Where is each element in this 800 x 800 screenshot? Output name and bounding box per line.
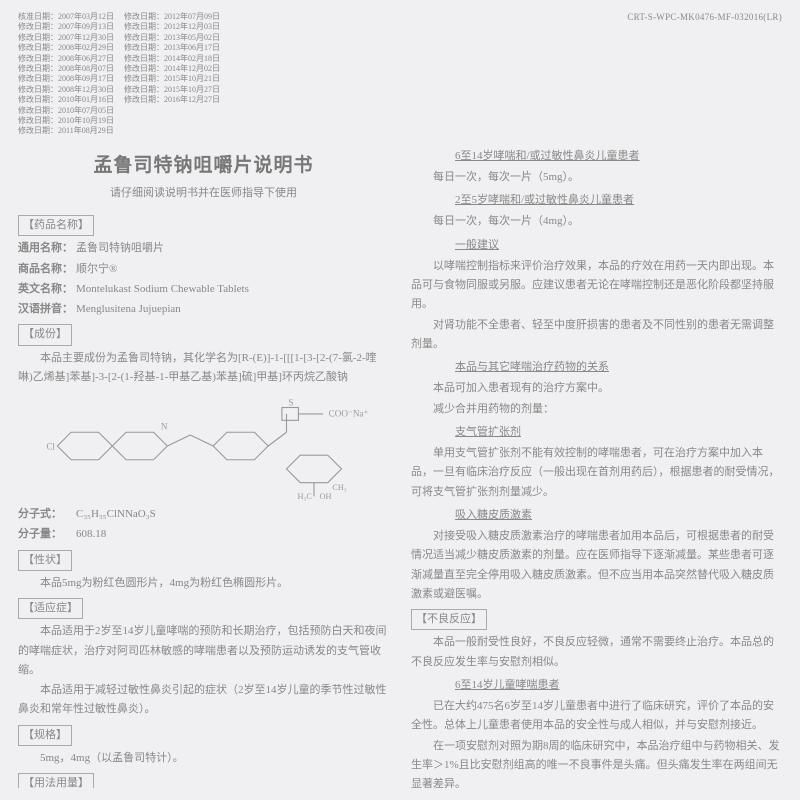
composition-text: 本品主要成份为孟鲁司特钠，其化学名为[R-(E)]-1-[[[1-[3-[2-(… (18, 349, 389, 388)
revision-date: 修改日期：2014年12月02日 (124, 64, 220, 74)
section-adr: 【不良反应】 (411, 609, 487, 630)
revision-date: 修改日期：2010年01月16日 (18, 95, 114, 105)
english-name: Montelukast Sodium Chewable Tablets (76, 280, 249, 299)
molecular-weight: 608.18 (76, 525, 106, 544)
svg-text:N: N (160, 422, 167, 432)
svg-text:S: S (288, 398, 293, 408)
revision-date: 修改日期：2015年10月21日 (124, 74, 220, 84)
revision-date: 修改日期：2010年10月19日 (18, 116, 114, 126)
revision-date: 修改日期：2007年12月30日 (18, 33, 114, 43)
section-usage: 【用法用量】 (18, 773, 94, 788)
svg-text:H₃C: H₃C (297, 492, 312, 501)
heading-age6: 6至14岁儿童哮喘患者 (433, 676, 560, 695)
sub-title: 请仔细阅读说明书并在医师指导下使用 (18, 184, 389, 203)
heading-ics: 吸入糖皮质激素 (433, 506, 532, 525)
dose-6-14: 每日一次，每次一片（5mg）。 (411, 168, 782, 187)
revision-date: 修改日期：2008年06月27日 (18, 54, 114, 64)
bronchodilator-p: 单用支气管扩张剂不能有效控制的哮喘患者，可在治疗方案中加入本品，一旦有临床治疗反… (411, 444, 782, 502)
section-drug-name: 【药品名称】 (18, 215, 94, 236)
relation-p2: 减少合并用药物的剂量： (411, 400, 782, 419)
document-code: CRT-S-WPC-MK0476-MF-032016(LR) (627, 12, 782, 137)
revision-date: 修改日期：2013年05月02日 (124, 33, 220, 43)
english-name-label: 英文名称： (18, 280, 76, 299)
ics-p: 对接受吸入糖皮质激素治疗的哮喘患者加用本品后，可根据患者的耐受情况适当减少糖皮质… (411, 527, 782, 604)
revision-date: 修改日期：2008年09月17日 (18, 74, 114, 84)
revision-date: 修改日期：2013年06月17日 (124, 43, 220, 53)
relation-p1: 本品可加入患者现有的治疗方案中。 (411, 379, 782, 398)
revision-date: 修改日期：2007年09月13日 (18, 22, 114, 32)
revision-date: 核准日期：2007年03月12日 (18, 12, 114, 22)
heading-relation: 本品与其它哮喘治疗药物的关系 (433, 358, 609, 377)
pinyin-name: Menglusitena Jujuepian (76, 300, 181, 319)
character-text: 本品5mg为粉红色圆形片，4mg为粉红色椭圆形片。 (18, 574, 389, 593)
revision-date: 修改日期：2010年07月05日 (18, 106, 114, 116)
pinyin-label: 汉语拼音： (18, 300, 76, 319)
indication-p2: 本品适用于减轻过敏性鼻炎引起的症状（2岁至14岁儿童的季节性过敏性鼻炎和常年性过… (18, 681, 389, 720)
generic-name: 孟鲁司特钠咀嚼片 (76, 239, 164, 258)
header-row: 核准日期：2007年03月12日修改日期：2007年09月13日修改日期：200… (18, 12, 782, 137)
revision-date: 修改日期：2011年08月29日 (18, 126, 114, 136)
chemical-structure: Cl N S COO⁻Na⁺ OH H₃C CH₃ (18, 391, 389, 501)
adr-p1: 本品一般耐受性良好，不良反应轻微，通常不需要终止治疗。本品总的不良反应发生率与安… (411, 633, 782, 672)
revision-date: 修改日期：2014年02月18日 (124, 54, 220, 64)
dose-2-5: 每日一次，每次一片（4mg）。 (411, 212, 782, 231)
brand-name: 顺尔宁® (76, 260, 117, 279)
revision-date: 修改日期：2012年07月09日 (124, 12, 220, 22)
two-column-body: 孟鲁司特钠咀嚼片说明书 请仔细阅读说明书并在医师指导下使用 【药品名称】 通用名… (18, 143, 782, 788)
revision-date: 修改日期：2016年12月27日 (124, 95, 220, 105)
main-title: 孟鲁司特钠咀嚼片说明书 (18, 149, 389, 182)
age6-p2: 在一项安慰剂对照为期8周的临床研究中，本品治疗组中与药物相关、发生率＞1%且比安… (411, 737, 782, 788)
brand-name-label: 商品名称： (18, 260, 76, 279)
indication-p1: 本品适用于2岁至14岁儿童哮喘的预防和长期治疗，包括预防白天和夜间的哮喘症状，治… (18, 622, 389, 680)
section-spec: 【规格】 (18, 725, 72, 746)
general-p2: 对肾功能不全患者、轻至中度肝损害的患者及不同性别的患者无需调整剂量。 (411, 316, 782, 355)
section-character: 【性状】 (18, 550, 72, 571)
molecular-formula: C₃₅H₃₅ClNNaO₃S (76, 505, 156, 524)
spec-text: 5mg，4mg（以孟鲁司特计）。 (18, 749, 389, 768)
revision-dates: 核准日期：2007年03月12日修改日期：2007年09月13日修改日期：200… (18, 12, 220, 137)
svg-text:COO⁻Na⁺: COO⁻Na⁺ (328, 409, 368, 419)
revision-date: 修改日期：2008年08月07日 (18, 64, 114, 74)
svg-text:OH: OH (319, 492, 331, 501)
mf-label: 分子式： (18, 505, 76, 524)
section-composition: 【成份】 (18, 324, 72, 345)
revision-date: 修改日期：2008年12月30日 (18, 85, 114, 95)
heading-2-5: 2至5岁哮喘和/或过敏性鼻炎儿童患者 (433, 191, 634, 210)
svg-text:Cl: Cl (46, 442, 55, 452)
general-p1: 以哮喘控制指标来评价治疗效果，本品的疗效在用药一天内即出现。本品可与食物同服或另… (411, 257, 782, 315)
mw-label: 分子量： (18, 525, 76, 544)
right-column: 6至14岁哮喘和/或过敏性鼻炎儿童患者 每日一次，每次一片（5mg）。 2至5岁… (411, 143, 782, 788)
age6-p1: 已在大约475名6岁至14岁儿童患者中进行了临床研究，评价了本品的安全性。总体上… (411, 697, 782, 736)
svg-text:CH₃: CH₃ (332, 483, 346, 492)
left-column: 孟鲁司特钠咀嚼片说明书 请仔细阅读说明书并在医师指导下使用 【药品名称】 通用名… (18, 143, 389, 788)
section-indication: 【适应症】 (18, 598, 83, 619)
heading-bronchodilator: 支气管扩张剂 (433, 423, 521, 442)
heading-general: 一般建议 (433, 236, 499, 255)
revision-date: 修改日期：2008年02月29日 (18, 43, 114, 53)
generic-name-label: 通用名称： (18, 239, 76, 258)
drug-insert-page: { "header": { "code": "CRT-S-WPC-MK0476-… (0, 0, 800, 800)
revision-date: 修改日期：2012年12月03日 (124, 22, 220, 32)
heading-6-14: 6至14岁哮喘和/或过敏性鼻炎儿童患者 (433, 147, 640, 166)
chemical-structure-svg: Cl N S COO⁻Na⁺ OH H₃C CH₃ (39, 391, 369, 501)
revision-date: 修改日期：2015年10月27日 (124, 85, 220, 95)
